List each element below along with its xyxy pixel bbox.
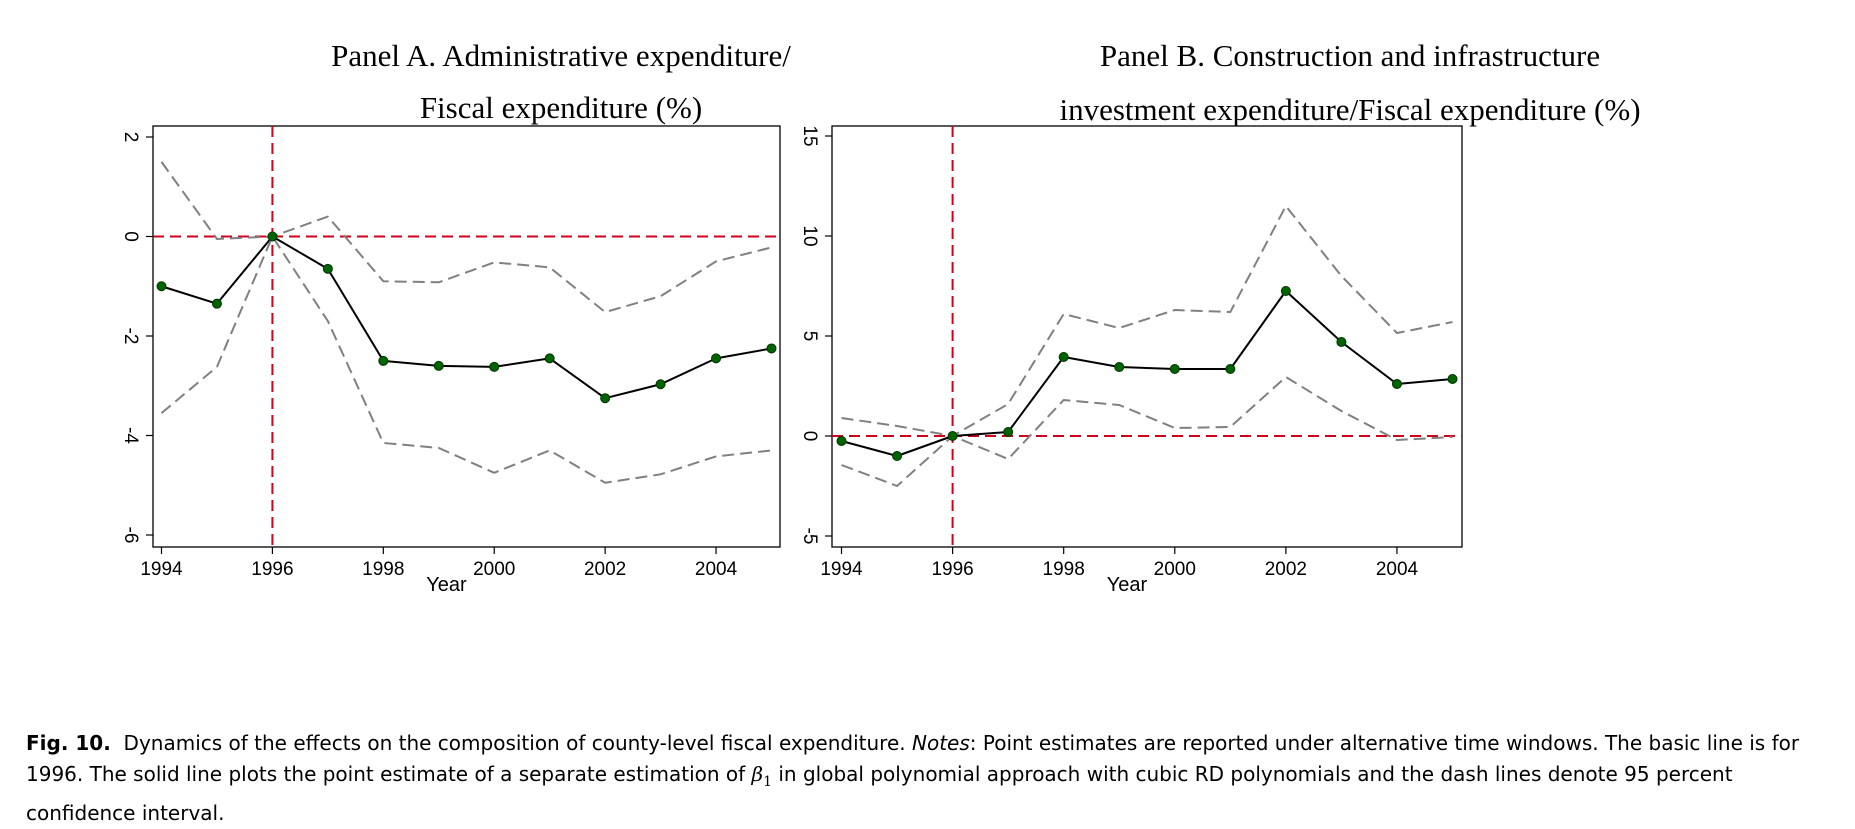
panel-a-x-axis-title: Year — [426, 574, 467, 596]
panel-b-x-tick-label: 1996 — [931, 559, 973, 580]
caption-text-1: Dynamics of the effects on the compositi… — [123, 731, 906, 755]
panel-b-y-tick-label: 5 — [799, 331, 820, 342]
panel-a-x-tick-label: 1998 — [362, 559, 404, 580]
panel-b-lower-ci-line — [841, 376, 1453, 487]
panel-b-point-estimate-marker — [1058, 352, 1069, 362]
panel-b-point-estimate-marker — [1225, 364, 1236, 374]
panel-a-plot-frame — [152, 125, 781, 548]
panel-a-x-tick-label: 2002 — [584, 559, 626, 580]
panel-b-upper-ci-line — [841, 205, 1453, 437]
panel-a-y-tick-label: 2 — [120, 132, 141, 143]
caption-text-2: : Point estimates are reported under alt… — [26, 731, 1800, 786]
panel-b-point-estimate-marker — [836, 436, 847, 446]
panel-b-point-estimate-marker — [1114, 362, 1125, 372]
panel-a: Panel A. Administrative expenditure/ Fis… — [120, 38, 791, 596]
panel-a-point-estimate-marker — [433, 360, 444, 371]
caption-notes-label: Notes — [912, 731, 970, 755]
panel-a-point-estimate-marker — [600, 393, 611, 404]
caption-beta-subscript: 1 — [763, 774, 773, 790]
panel-b-point-estimate-marker — [892, 451, 903, 461]
panel-b-x-tick-label: 1998 — [1043, 559, 1085, 580]
panel-a-point-estimate-marker — [766, 343, 777, 354]
panel-b-point-estimate-marker — [947, 431, 958, 441]
panel-b-y-tick-label: 0 — [799, 431, 820, 442]
panel-b-y-tick-label: 10 — [799, 225, 820, 246]
panel-b-point-estimate-marker — [1003, 427, 1014, 437]
panel-b-title-line-2: investment expenditure/Fiscal expenditur… — [1059, 92, 1640, 127]
panel-b-point-estimate-marker — [1447, 374, 1458, 384]
panel-a-point-estimate-marker — [211, 298, 222, 309]
panel-b-title-line-1: Panel B. Construction and infrastructure — [1100, 38, 1600, 73]
panel-a-y-tick-label: -6 — [120, 527, 141, 544]
panel-a-title-line-2: Fiscal expenditure (%) — [420, 90, 702, 125]
panel-a-lower-ci-line — [160, 235, 772, 484]
panel-a-point-estimate-marker — [267, 231, 278, 242]
caption-figure-label: Fig. 10. — [26, 731, 111, 755]
panel-a-point-estimate-marker — [489, 361, 500, 372]
panel-a-x-tick-label: 1996 — [251, 559, 293, 580]
panel-a-point-estimate-marker — [711, 353, 722, 364]
panel-b-x-tick-label: 1994 — [820, 559, 863, 580]
panel-b-x-tick-label: 2002 — [1265, 559, 1307, 580]
panel-b-point-estimate-marker — [1280, 286, 1291, 296]
panel-a-y-tick-label: 0 — [120, 231, 141, 242]
panel-b-plot-frame — [831, 125, 1463, 548]
panel-a-point-estimate-marker — [378, 355, 389, 366]
panel-b-y-tick-label: 15 — [799, 125, 820, 146]
panel-a-point-estimate-marker — [156, 281, 167, 292]
panel-b-x-tick-label: 2000 — [1154, 559, 1196, 580]
panel-a-x-tick-label: 1994 — [140, 559, 183, 580]
panel-a-point-estimate-line — [161, 235, 772, 400]
panel-a-point-estimate-marker — [655, 379, 666, 390]
panel-a-y-tick-label: -2 — [120, 328, 141, 345]
panel-b-x-tick-label: 2004 — [1376, 559, 1419, 580]
caption-beta-letter: β — [751, 762, 764, 786]
panel-a-y-tick-label: -4 — [120, 427, 141, 444]
panel-b-point-estimate-marker — [1336, 337, 1347, 347]
panel-a-x-tick-label: 2000 — [473, 559, 515, 580]
panel-a-upper-ci-line — [160, 161, 772, 314]
panel-a-title-line-1: Panel A. Administrative expenditure/ — [331, 38, 791, 73]
caption-text-3: in global polynomial approach with cubic… — [26, 762, 1733, 825]
panel-b: Panel B. Construction and infrastructure… — [799, 38, 1641, 596]
panel-a-x-tick-label: 2004 — [695, 559, 738, 580]
figure-caption: Fig. 10. Dynamics of the effects on the … — [26, 728, 1838, 829]
panel-b-y-tick-label: -5 — [799, 528, 820, 545]
panel-b-point-estimate-line — [841, 290, 1453, 457]
panel-a-point-estimate-marker — [544, 353, 555, 364]
panel-b-x-axis-title: Year — [1107, 574, 1148, 596]
panel-a-point-estimate-marker — [322, 263, 333, 274]
panel-b-point-estimate-marker — [1169, 364, 1180, 374]
panel-b-point-estimate-marker — [1391, 379, 1402, 389]
caption-beta-symbol: β1 — [751, 762, 772, 790]
